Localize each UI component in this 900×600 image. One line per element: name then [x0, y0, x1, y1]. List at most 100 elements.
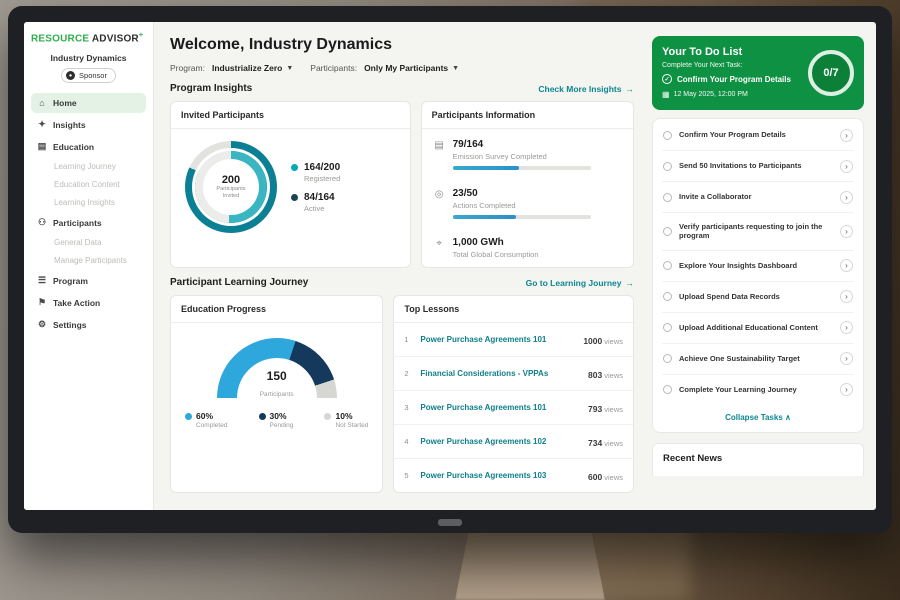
sidebar-item-general-data[interactable]: General Data: [54, 238, 102, 248]
info-value: 79/164: [452, 139, 484, 150]
sidebar-item-learning-insights[interactable]: Learning Insights: [54, 198, 115, 208]
go-to-learning-journey-link[interactable]: Go to Learning Journey →: [526, 278, 634, 288]
donut-center-value: 200: [221, 173, 241, 186]
task-checkbox[interactable]: [663, 161, 672, 171]
top-lessons-card: Top Lessons 1 Power Purchase Agreements …: [393, 295, 634, 493]
legend-label: Not Started: [335, 422, 369, 429]
lesson-rank: 4: [404, 437, 409, 446]
check-more-insights-link[interactable]: Check More Insights →: [538, 84, 634, 94]
education-progress-card: Education Progress 150 Participants: [170, 295, 384, 493]
task-row[interactable]: Invite a Collaborator ›: [662, 182, 854, 213]
legend-item-completed: 60% Completed: [185, 411, 227, 429]
nav-label: Home: [53, 98, 77, 109]
participants-select[interactable]: Only My Participants ▼: [364, 63, 459, 73]
check-circle-icon[interactable]: ✓: [662, 74, 672, 84]
donut-inner-ring: 200 Participants Invited: [195, 151, 267, 223]
collapse-tasks-button[interactable]: Collapse Tasks ∧: [662, 405, 854, 431]
chevron-right-icon[interactable]: ›: [840, 383, 853, 396]
progress-bar: [452, 166, 591, 170]
progress-fill: [452, 166, 519, 170]
program-select[interactable]: Industrialize Zero ▼: [212, 63, 293, 73]
chevron-right-icon[interactable]: ›: [840, 321, 853, 334]
info-value: 23/50: [452, 188, 478, 199]
todo-due-date: ▦ 12 May 2025, 12:00 PM: [662, 90, 800, 99]
lesson-row: 4 Power Purchase Agreements 102 734 views: [394, 425, 633, 459]
nav-label: Participants: [53, 217, 102, 228]
chevron-right-icon[interactable]: ›: [840, 224, 853, 238]
journey-cards-row: Education Progress 150 Participants: [170, 295, 634, 493]
task-label: Upload Spend Data Records: [679, 291, 780, 301]
task-checkbox[interactable]: [663, 226, 672, 236]
chevron-right-icon[interactable]: ›: [840, 128, 853, 142]
sidebar-item-insights[interactable]: ✦ Insights: [31, 114, 146, 135]
sponsor-icon: ●: [66, 71, 76, 81]
task-checkbox[interactable]: [663, 354, 672, 363]
lesson-rank: 2: [404, 369, 409, 378]
sidebar-item-learning-journey[interactable]: Learning Journey: [54, 162, 116, 172]
task-row[interactable]: Upload Spend Data Records ›: [662, 282, 854, 313]
monitor-bezel: RESOURCE ADVISOR+ Industry Dynamics ● Sp…: [8, 6, 892, 533]
chevron-right-icon[interactable]: ›: [840, 190, 853, 204]
sponsor-label: Sponsor: [79, 71, 107, 81]
sidebar-item-education-content[interactable]: Education Content: [54, 180, 120, 190]
todo-next-task[interactable]: ✓ Confirm Your Program Details: [662, 74, 800, 84]
legend-value: 84/164: [304, 191, 335, 203]
lesson-views-value: 734: [588, 437, 603, 448]
progress-bar: [452, 215, 591, 219]
teal-dot-icon: [291, 163, 298, 171]
sidebar-item-take-action[interactable]: ⚑ Take Action: [31, 292, 146, 313]
task-checkbox[interactable]: [663, 323, 672, 332]
task-checkbox[interactable]: [663, 130, 672, 140]
program-insights-header: Program Insights Check More Insights →: [170, 83, 634, 94]
calendar-icon: ▦: [662, 90, 670, 99]
task-row[interactable]: Confirm Your Program Details ›: [662, 120, 854, 151]
chevron-down-icon: ▼: [452, 64, 460, 72]
lesson-link[interactable]: Power Purchase Agreements 102: [420, 437, 547, 446]
lesson-link[interactable]: Power Purchase Agreements 103: [420, 471, 547, 480]
info-value: 1,000 GWh: [452, 237, 504, 248]
sidebar-item-participants[interactable]: ⚇ Participants: [31, 212, 146, 233]
task-checkbox[interactable]: [663, 192, 672, 202]
task-row[interactable]: Complete Your Learning Journey ›: [662, 375, 854, 405]
info-row-actions: ◎ 23/50 Actions Completed: [422, 178, 633, 227]
lesson-rank: 1: [404, 335, 409, 344]
task-checkbox[interactable]: [663, 292, 672, 301]
chevron-right-icon[interactable]: ›: [840, 290, 853, 303]
task-checkbox[interactable]: [663, 385, 672, 394]
task-row[interactable]: Explore Your Insights Dashboard ›: [662, 251, 854, 282]
card-title: Top Lessons: [394, 296, 633, 323]
task-checkbox[interactable]: [663, 261, 672, 270]
info-row-emission-survey: ▤ 79/164 Emission Survey Completed: [422, 129, 633, 178]
filters-bar: Program: Industrialize Zero ▼ Participan…: [170, 63, 634, 73]
task-row[interactable]: Verify participants requesting to join t…: [662, 213, 854, 251]
lesson-link[interactable]: Financial Considerations - VPPAs: [420, 369, 549, 378]
card-title: Invited Participants: [171, 102, 410, 129]
blue-dot-icon: [185, 413, 192, 420]
lesson-views-unit: views: [604, 438, 623, 448]
task-label: Complete Your Learning Journey: [679, 384, 797, 394]
insights-cards-row: Invited Participants 200 Participants In…: [170, 101, 634, 268]
screen: RESOURCE ADVISOR+ Industry Dynamics ● Sp…: [24, 22, 876, 510]
sidebar-item-manage-participants[interactable]: Manage Participants: [54, 256, 127, 266]
education-card-body: 150 Participants 60% Completed: [171, 323, 382, 439]
task-row[interactable]: Upload Additional Educational Content ›: [662, 313, 854, 344]
chevron-right-icon[interactable]: ›: [840, 159, 853, 173]
sidebar-item-education[interactable]: ▤ Education: [31, 136, 146, 157]
gray-dot-icon: [324, 413, 332, 420]
education-gauge-chart: 150 Participants: [216, 337, 338, 401]
chevron-right-icon[interactable]: ›: [840, 259, 853, 272]
collapse-label: Collapse Tasks: [725, 412, 783, 422]
sidebar-item-settings[interactable]: ⚙ Settings: [31, 314, 146, 335]
survey-icon: ▤: [434, 140, 444, 151]
chevron-right-icon[interactable]: ›: [840, 352, 853, 365]
lesson-views-unit: views: [604, 404, 623, 414]
task-row[interactable]: Achieve One Sustainability Target ›: [662, 344, 854, 375]
task-row[interactable]: Send 50 Invitations to Participants ›: [662, 151, 854, 182]
task-label: Invite a Collaborator: [679, 192, 752, 202]
sidebar-item-program[interactable]: ☰ Program: [31, 270, 146, 291]
lesson-link[interactable]: Power Purchase Agreements 101: [420, 335, 547, 344]
lesson-views-value: 803: [588, 369, 603, 380]
sidebar-item-home[interactable]: ⌂ Home: [31, 93, 146, 114]
nav-label: Education: [53, 141, 95, 152]
lesson-link[interactable]: Power Purchase Agreements 101: [420, 403, 547, 412]
